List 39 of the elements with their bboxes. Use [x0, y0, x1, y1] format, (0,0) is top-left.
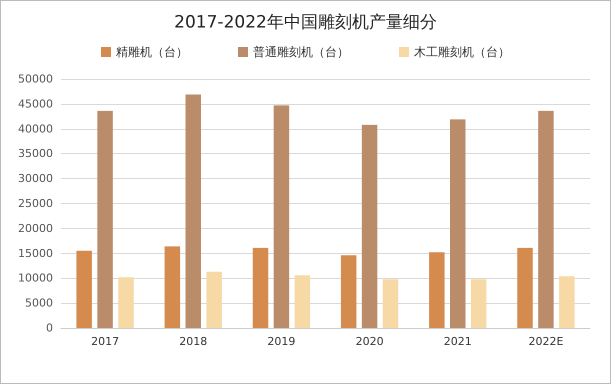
bar	[538, 110, 554, 328]
y-tick-label: 30000	[18, 172, 53, 186]
bar	[118, 277, 134, 328]
legend-label: 木工雕刻机（台）	[414, 45, 510, 59]
bar	[206, 272, 222, 328]
y-tick-label: 45000	[18, 97, 53, 110]
bar	[97, 110, 113, 328]
bar	[294, 275, 310, 328]
legend-label: 精雕机（台）	[116, 45, 188, 59]
y-tick-label: 10000	[18, 272, 53, 285]
bar	[470, 279, 486, 328]
y-tick-label: 50000	[18, 72, 53, 86]
x-tick-label: 2021	[444, 335, 472, 348]
bar	[186, 94, 201, 328]
x-tick-label: 2022E	[528, 335, 564, 348]
x-tick-label: 2019	[267, 335, 296, 348]
bar	[252, 248, 268, 328]
bar	[76, 250, 92, 328]
chart-title: 2017-2022年中国雕刻机产量细分	[174, 12, 437, 32]
y-tick-label: 25000	[18, 197, 53, 210]
bar	[382, 279, 398, 328]
x-tick-label: 2020	[356, 335, 384, 348]
bar	[429, 252, 445, 328]
y-tick-label: 35000	[18, 147, 53, 160]
y-tick-label: 20000	[18, 222, 53, 235]
bar	[340, 255, 356, 328]
bar	[559, 276, 575, 328]
y-tick-label: 15000	[18, 246, 53, 260]
bar	[450, 119, 466, 328]
bar	[164, 246, 180, 328]
y-tick-label: 5000	[25, 296, 53, 310]
x-tick-label: 2017	[91, 335, 120, 348]
bar	[274, 105, 290, 328]
x-tick-label: 2018	[179, 335, 208, 348]
legend-label: 普通雕刻机（台）	[253, 45, 349, 59]
y-tick-label: 40000	[18, 122, 53, 136]
bar	[517, 248, 533, 328]
y-tick-label: 0	[46, 322, 53, 334]
bar	[362, 124, 378, 328]
